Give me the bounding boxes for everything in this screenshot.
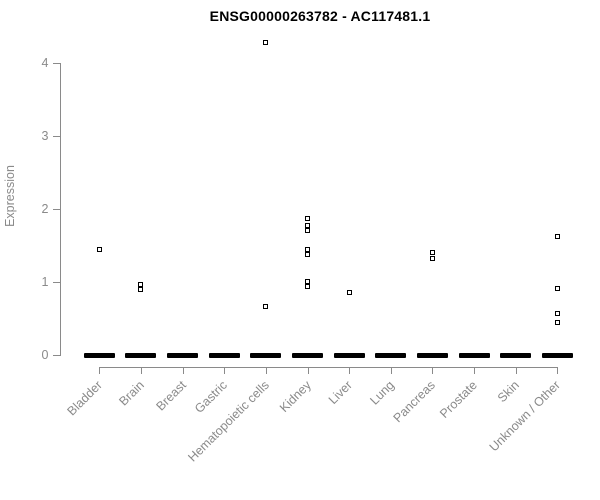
zero-cluster: [208, 352, 240, 358]
x-tick-mark: [224, 366, 226, 374]
y-tick-mark: [52, 209, 60, 210]
zero-cluster: [83, 352, 115, 358]
y-tick-label: 0: [41, 348, 49, 362]
data-point: [554, 320, 560, 326]
zero-cluster: [500, 352, 532, 358]
data-point: [305, 228, 310, 234]
data-point: [305, 247, 310, 253]
y-tick-mark: [52, 63, 60, 64]
data-point: [138, 281, 144, 287]
zero-cluster: [416, 352, 448, 358]
data-point: [263, 40, 269, 46]
x-tick-mark: [140, 366, 142, 374]
data-point: [305, 283, 310, 289]
y-tick-label: 3: [41, 129, 49, 143]
zero-cluster: [250, 352, 282, 358]
y-axis-line: [59, 63, 61, 356]
y-axis-title: Expression: [3, 165, 17, 227]
y-tick-mark: [52, 355, 60, 356]
x-tick-mark: [557, 366, 559, 374]
data-point: [305, 252, 310, 258]
data-point: [554, 310, 560, 316]
x-tick-mark: [307, 366, 309, 374]
x-axis-line: [99, 366, 559, 368]
data-point: [554, 286, 560, 292]
zero-cluster: [458, 352, 490, 358]
data-point: [305, 278, 310, 284]
data-point: [305, 215, 310, 221]
x-tick-mark: [432, 366, 434, 374]
x-tick-mark: [390, 366, 392, 374]
zero-cluster: [541, 352, 573, 358]
data-point: [346, 289, 352, 295]
x-tick-mark: [349, 366, 351, 374]
zero-cluster: [375, 352, 407, 358]
data-point: [138, 286, 144, 292]
data-point: [96, 246, 102, 252]
x-tick-mark: [182, 366, 184, 374]
data-point: [263, 303, 269, 309]
y-tick-label: 4: [41, 56, 49, 70]
data-point: [429, 250, 435, 256]
x-tick-mark: [265, 366, 267, 374]
zero-cluster: [292, 352, 323, 358]
data-point: [554, 234, 560, 240]
y-tick-label: 2: [41, 202, 49, 216]
y-tick-mark: [52, 282, 60, 283]
y-tick-mark: [52, 136, 60, 137]
x-tick-mark: [474, 366, 476, 374]
x-tick-mark: [99, 366, 101, 374]
data-point: [305, 223, 310, 229]
zero-cluster: [167, 352, 199, 358]
zero-cluster: [125, 352, 157, 358]
zero-cluster: [333, 352, 365, 358]
chart-title: ENSG00000263782 - AC117481.1: [209, 8, 431, 24]
data-point: [429, 256, 435, 262]
y-tick-label: 1: [41, 275, 49, 289]
x-tick-mark: [515, 366, 517, 374]
